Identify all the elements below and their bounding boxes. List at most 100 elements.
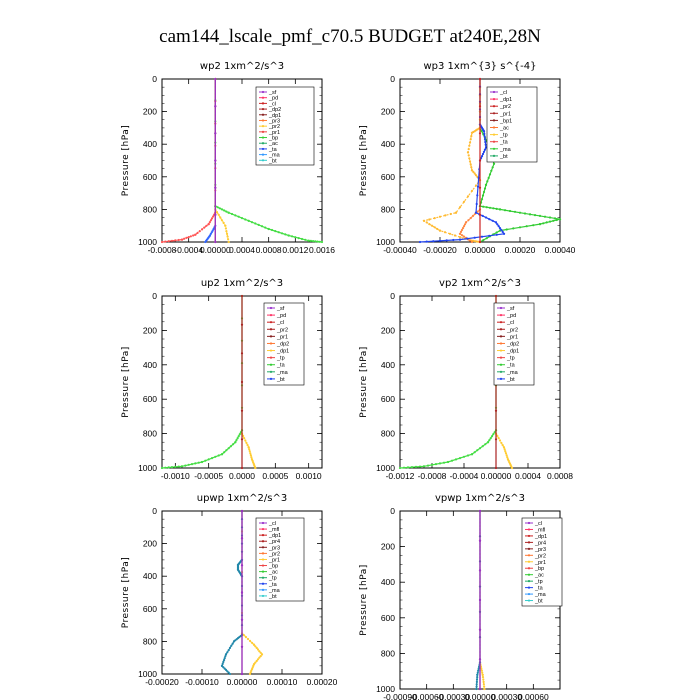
series-marker: [225, 210, 228, 213]
series-marker: [475, 240, 478, 243]
x-tick-label: 0.0004: [515, 471, 541, 481]
series-marker: [463, 223, 467, 226]
series-marker: [228, 672, 232, 676]
series-marker: [454, 211, 458, 214]
series-marker: [244, 636, 248, 639]
series-marker: [430, 463, 434, 466]
series-marker: [504, 452, 508, 455]
panel-title: up2 1xm^2/s^3: [201, 278, 283, 289]
series-marker: [254, 222, 257, 225]
x-tick-label: -0.00060: [410, 692, 444, 700]
legend-marker: [261, 96, 265, 99]
series-marker: [246, 444, 249, 447]
series-marker: [478, 509, 482, 513]
series-marker: [502, 446, 506, 449]
legend-entry: _dp1: [268, 113, 281, 119]
series-marker: [478, 687, 482, 691]
series-marker: [486, 441, 490, 444]
series-marker: [475, 202, 478, 206]
y-tick-label: 0: [390, 291, 395, 301]
y-tick-label: 0: [152, 291, 157, 301]
series-marker: [177, 465, 180, 468]
series-marker: [227, 240, 230, 244]
plot-frame: [399, 295, 561, 469]
series-marker: [548, 216, 552, 219]
series-marker: [247, 219, 250, 222]
legend-marker: [527, 534, 531, 538]
series-marker: [219, 216, 222, 219]
series-marker: [210, 231, 213, 234]
series-marker: [240, 217, 244, 220]
y-tick-label: 0: [390, 74, 395, 84]
series-marker: [160, 240, 164, 244]
x-tick-label: -0.00020: [423, 245, 457, 255]
series-marker: [478, 598, 482, 602]
series-marker: [259, 655, 262, 658]
series-marker: [230, 212, 234, 216]
series-marker: [224, 668, 228, 672]
series-marker: [480, 155, 484, 158]
series-marker: [180, 238, 184, 241]
y-tick-label: 400: [143, 139, 157, 149]
series-marker: [492, 162, 496, 165]
series-marker: [312, 240, 315, 243]
legend-marker: [499, 335, 503, 338]
series-marker: [250, 221, 254, 224]
legend-marker: [492, 154, 496, 157]
series-marker: [248, 450, 251, 453]
series-marker: [482, 678, 485, 681]
y-tick-label: 800: [381, 648, 395, 658]
series-marker: [494, 438, 498, 441]
legend-marker: [492, 119, 496, 122]
series-marker: [488, 234, 491, 237]
legend-entry: _bp: [534, 566, 544, 572]
series-marker: [483, 135, 486, 138]
legend-entry: _cl: [506, 320, 514, 326]
legend-marker: [499, 328, 503, 331]
series-marker: [227, 238, 230, 241]
series-marker: [553, 217, 557, 220]
legend-marker: [261, 594, 265, 598]
series-marker: [254, 661, 257, 664]
series-marker: [294, 236, 297, 239]
series-marker: [484, 146, 488, 149]
legend-marker: [527, 554, 531, 557]
x-tick-label: 0.00010: [267, 677, 298, 687]
series-marker: [203, 226, 206, 229]
series-marker: [225, 232, 229, 235]
legend-entry: _dp2: [506, 341, 519, 347]
series-marker: [418, 465, 422, 468]
series-marker: [488, 206, 492, 209]
legend-marker: [261, 130, 265, 133]
series-marker: [235, 439, 238, 442]
series-marker: [160, 466, 164, 470]
x-tick-label: -0.00040: [383, 245, 417, 255]
series-marker: [243, 437, 246, 440]
series-marker: [167, 466, 170, 469]
series-marker: [477, 669, 480, 672]
legend-entry: _tp: [506, 356, 515, 362]
series-marker: [214, 105, 217, 108]
series-marker: [492, 207, 495, 210]
series-marker: [483, 148, 487, 151]
legend-entry: _ac: [268, 141, 278, 147]
series-marker: [425, 240, 428, 243]
legend-marker: [261, 142, 265, 145]
series-marker: [174, 239, 177, 242]
series-marker: [164, 240, 167, 243]
series-marker: [502, 232, 506, 235]
legend-marker: [492, 140, 496, 143]
series-marker: [478, 132, 482, 135]
series-marker: [248, 672, 252, 676]
series-marker: [250, 669, 253, 672]
legend-entry: _ta: [534, 586, 544, 592]
series-marker: [471, 214, 475, 217]
series-marker: [495, 207, 498, 210]
legend-marker: [261, 113, 265, 116]
series-marker: [477, 240, 480, 243]
y-axis-label: Pressure [hPa]: [359, 125, 369, 197]
series-marker: [505, 454, 508, 457]
y-tick-label: 1000: [138, 237, 157, 247]
legend-marker: [269, 306, 273, 310]
legend-marker: [269, 328, 273, 331]
